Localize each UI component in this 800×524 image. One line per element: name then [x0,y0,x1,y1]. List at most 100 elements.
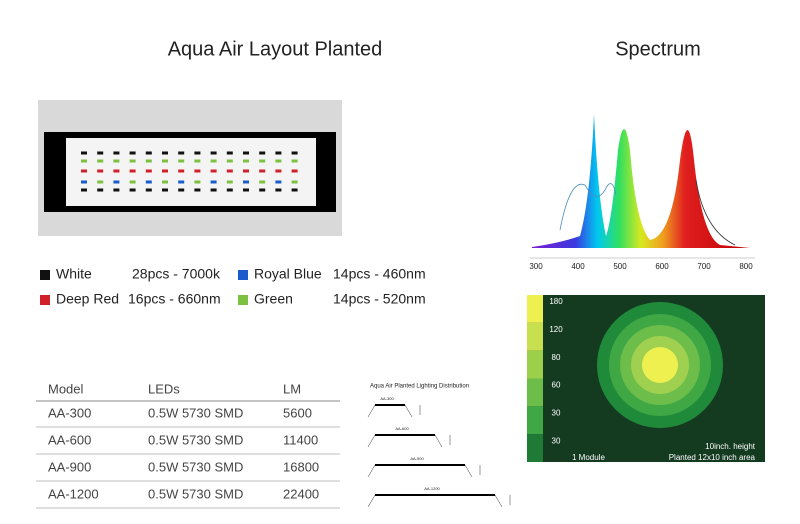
led [97,169,104,173]
led [210,169,217,173]
legend-name: White [56,266,92,282]
led [97,151,104,155]
scale-label: 180 [549,297,563,306]
table-cell: 0.5W 5730 SMD [148,459,243,474]
led [210,159,217,163]
led [113,188,120,192]
led [210,188,217,192]
table-cell: AA-300 [48,405,91,420]
led [243,188,249,192]
scale-band [527,350,543,379]
led [194,180,201,184]
led [97,159,104,163]
led [145,159,152,163]
scale-band [527,295,543,323]
led [194,188,201,192]
led [178,159,185,163]
light-cone [367,434,443,448]
led [113,169,120,173]
layout-title: Aqua Air Layout Planted [168,38,383,60]
led [129,188,136,192]
led [145,169,152,173]
spectrum-title: Spectrum [615,38,701,60]
spectrum-tick-label: 600 [655,262,669,271]
led [291,159,298,163]
distribution-title: Aqua Air Planted Lighting Distribution [370,384,469,390]
led [81,188,87,192]
spectrum-tick-label: 800 [739,262,753,271]
distribution-model: AA-600 [395,426,409,431]
legend-spec: 14pcs - 520nm [333,291,426,307]
led [81,151,87,155]
swatch-blue [238,270,248,280]
legend-name: Green [254,291,293,307]
led [178,188,185,192]
scale-band [527,322,543,351]
led [259,151,266,155]
led [259,159,266,163]
led [275,151,282,155]
table-cell: 16800 [283,459,319,474]
spectrum-tick-label: 400 [571,262,585,271]
led [275,159,282,163]
led [226,188,233,192]
par-ring [642,347,678,383]
spectrum-ticks: 300 400 500 600 700 800 [529,262,753,271]
led [275,180,282,184]
led [113,151,120,155]
table-header: LEDs [148,381,180,396]
legend-name: Royal Blue [254,266,322,282]
led [162,188,168,192]
distribution-model: AA-300 [380,396,394,401]
led [162,180,168,184]
led [243,180,249,184]
scale-label: 120 [549,325,563,334]
led [178,169,185,173]
led [81,169,87,173]
led [259,188,266,192]
led [243,151,249,155]
led [291,169,298,173]
led [291,188,298,192]
par-height: 10inch. height [705,442,756,451]
table-cell: 0.5W 5730 SMD [148,432,243,447]
spec-table: Model LEDs LM AA-300 0.5W 5730 SMD 5600 AA-600… [36,381,340,509]
spectrum-fill [532,114,750,248]
led [178,180,185,184]
legend-name: Deep Red [56,291,119,307]
led [243,169,249,173]
led [129,180,136,184]
scale-label: 30 [552,408,561,417]
light-cone [367,404,413,418]
led [97,180,104,184]
led [113,159,120,163]
table-cell: AA-600 [48,432,91,447]
led [259,180,266,184]
par-area: Planted 12x10 inch area [669,453,756,462]
led [210,180,217,184]
led [145,151,152,155]
spectrum-tick-label: 300 [529,262,543,271]
table-cell: 0.5W 5730 SMD [148,486,243,501]
scale-label: 30 [552,436,561,445]
spectrum-tick-label: 500 [613,262,627,271]
table-header: LM [283,381,301,396]
led [291,180,298,184]
distribution-diagram: AA-300 AA-600 AA-900 AA-1200 [367,396,511,508]
par-scale: 180 120 80 60 30 30 [527,295,563,462]
led [81,180,87,184]
led [194,169,201,173]
swatch-white [40,270,50,280]
led [145,188,152,192]
led [291,151,298,155]
table-cell: AA-1200 [48,486,99,501]
table-cell: 5600 [283,405,312,420]
light-cone [367,494,503,508]
scale-band [527,378,543,407]
led [81,159,87,163]
led [162,151,168,155]
led [275,188,282,192]
distribution-model: AA-1200 [424,486,440,491]
led [226,159,233,163]
led [97,188,104,192]
